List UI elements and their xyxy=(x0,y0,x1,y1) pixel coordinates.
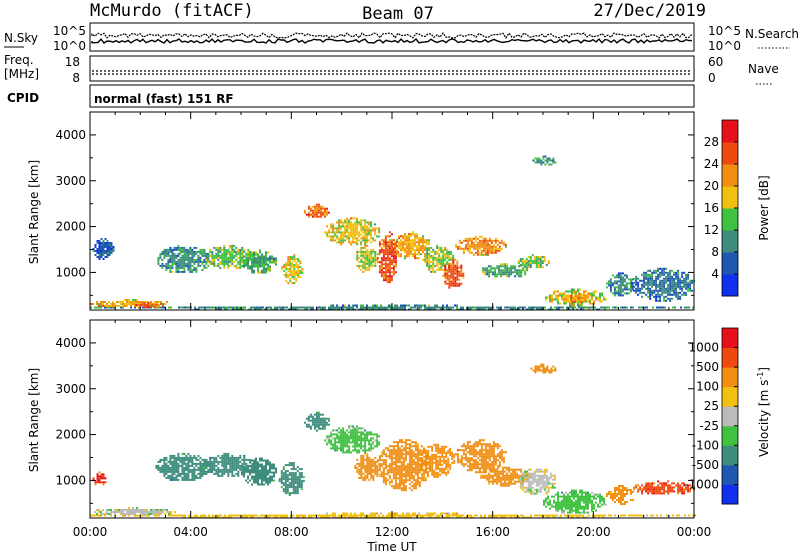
cpid-label: CPID xyxy=(7,91,39,105)
colorbar-tick-label: 1000 xyxy=(688,341,719,355)
colorbar-bin xyxy=(722,465,738,485)
colorbar-bin xyxy=(722,445,738,465)
power-panel: 1000 2000 3000 4000 Slant Range [km] xyxy=(27,112,695,311)
nave-label: Nave xyxy=(748,62,779,76)
colorbar-bin xyxy=(722,230,738,253)
beam-title: Beam 07 xyxy=(362,4,434,24)
colorbar-tick-label: 28 xyxy=(704,135,719,149)
nave-tick-top: 60 xyxy=(708,55,723,69)
frequency-panel-frame xyxy=(90,56,694,81)
nave-tick-bottom: 0 xyxy=(708,71,716,85)
colorbar-tick-label: 8 xyxy=(711,245,719,259)
colorbar-tick-label: -1000 xyxy=(684,477,719,491)
colorbar-bin xyxy=(722,208,738,231)
cpid-panel: CPID normal (fast) 151 RF xyxy=(7,85,694,107)
x-tick-label: 04:00 xyxy=(173,525,208,539)
colorbar-tick-label: 500 xyxy=(696,360,719,374)
colorbar-tick-label: 4 xyxy=(711,267,719,281)
velocity-y-axis-label: Slant Range [km] xyxy=(27,368,41,472)
colorbar-tick-label: -500 xyxy=(692,458,719,472)
velocity-colorbar-label: Velocity [m s-1] xyxy=(756,367,771,457)
y-tick-label: 2000 xyxy=(55,220,86,234)
power-y-axis-label: Slant Range [km] xyxy=(27,160,41,264)
frequency-label-line2: [MHz] xyxy=(4,67,39,81)
velocity-colorbar: 1000 500 100 25 -25 -100 -500 -1000 Velocity [m… xyxy=(684,328,771,505)
y-tick-label: 1000 xyxy=(55,473,86,487)
noise-right-label: N.Search xyxy=(745,27,799,41)
x-axis-label: Time UT xyxy=(366,540,417,554)
colorbar-tick-label: 25 xyxy=(704,399,719,413)
colorbar-tick-label: -25 xyxy=(699,419,719,433)
colorbar-tick-label: -100 xyxy=(692,438,719,452)
noise-sky-line xyxy=(92,33,692,38)
colorbar-bin xyxy=(722,426,738,446)
colorbar-tick-label: 20 xyxy=(704,179,719,193)
velocity-panel: 1000 2000 3000 4000 Slant Range [km] xyxy=(27,320,696,519)
y-tick-label: 2000 xyxy=(55,428,86,442)
velocity-colorbar-bins xyxy=(722,328,738,505)
frequency-tick-bottom: 8 xyxy=(72,71,80,85)
x-tick-label: 20:00 xyxy=(576,525,611,539)
y-tick-label: 4000 xyxy=(55,128,86,142)
colorbar-tick-label: 24 xyxy=(704,157,719,171)
noise-left-label: N.Sky xyxy=(4,31,38,45)
x-tick-label: 00:00 xyxy=(677,525,712,539)
noise-left-tick-bottom: 10^0 xyxy=(53,39,86,53)
velocity-panel-background xyxy=(90,320,694,518)
y-tick-label: 3000 xyxy=(55,382,86,396)
noise-panel-frame xyxy=(90,23,694,51)
noise-left-tick-top: 10^5 xyxy=(53,24,86,38)
frequency-panel: Freq. [MHz] 18 8 60 0 Nave xyxy=(4,53,779,85)
power-colorbar: 4 8 12 16 20 24 28 Power [dB] xyxy=(704,120,771,297)
noise-search-line xyxy=(92,39,692,43)
cpid-program-text: normal (fast) 151 RF xyxy=(94,92,234,106)
y-tick-label: 4000 xyxy=(55,336,86,350)
frequency-label-line1: Freq. xyxy=(4,53,34,67)
noise-right-tick-bottom: 10^0 xyxy=(708,39,741,53)
colorbar-bin xyxy=(722,164,738,187)
y-tick-label: 1000 xyxy=(55,265,86,279)
colorbar-bin xyxy=(722,252,738,275)
colorbar-bin xyxy=(722,406,738,426)
x-tick-label: 08:00 xyxy=(274,525,309,539)
station-title: McMurdo (fitACF) xyxy=(90,1,254,21)
noise-trace xyxy=(92,33,692,43)
noise-right-tick-top: 10^5 xyxy=(708,24,741,38)
colorbar-bin xyxy=(722,120,738,143)
colorbar-bin xyxy=(722,274,738,297)
frequency-tick-top: 18 xyxy=(65,55,80,69)
colorbar-bin xyxy=(722,186,738,209)
colorbar-bin xyxy=(722,387,738,407)
date-title: 27/Dec/2019 xyxy=(593,1,706,21)
colorbar-tick-label: 16 xyxy=(704,201,719,215)
colorbar-bin xyxy=(722,348,738,368)
colorbar-tick-label: 100 xyxy=(696,380,719,394)
colorbar-bin xyxy=(722,142,738,165)
colorbar-bin xyxy=(722,484,738,504)
noise-panel: N.Sky 10^5 10^0 10^5 10^0 N.Search xyxy=(4,23,799,53)
x-tick-label: 12:00 xyxy=(375,525,410,539)
colorbar-tick-label: 12 xyxy=(704,223,719,237)
power-colorbar-label: Power [dB] xyxy=(757,175,771,240)
time-x-axis: 00:00 04:00 08:00 12:00 16:00 20:00 00:00 xyxy=(73,525,712,539)
colorbar-bin xyxy=(722,367,738,387)
x-tick-label: 16:00 xyxy=(475,525,510,539)
y-tick-label: 3000 xyxy=(55,174,86,188)
x-tick-label: 00:00 xyxy=(73,525,108,539)
colorbar-bin xyxy=(722,328,738,348)
